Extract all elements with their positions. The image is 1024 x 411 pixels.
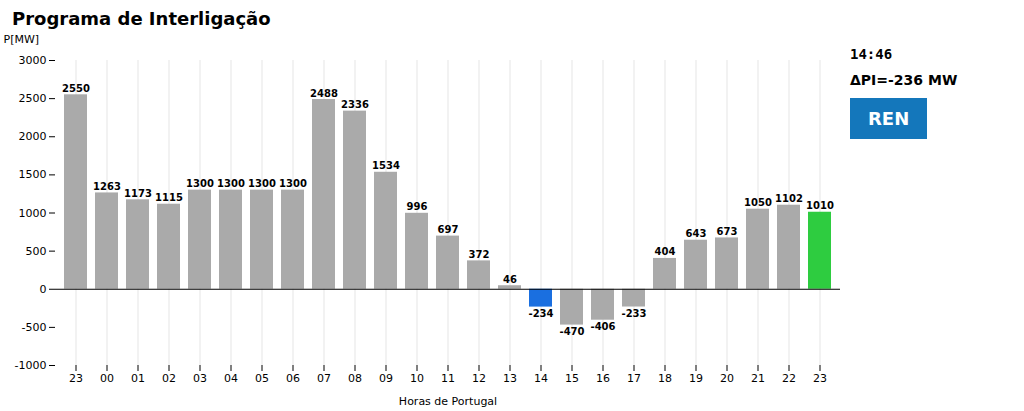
svg-text:2488: 2488	[310, 88, 338, 99]
svg-text:643: 643	[686, 228, 707, 239]
svg-text:1300: 1300	[248, 178, 276, 189]
svg-text:16: 16	[596, 372, 610, 385]
svg-text:00: 00	[100, 372, 114, 385]
html-text:ΔPI=-236 MW: ΔPI=-236 MW	[850, 72, 958, 88]
svg-text:1102: 1102	[775, 193, 803, 204]
svg-text:500: 500	[26, 245, 47, 258]
svg-text:1300: 1300	[279, 178, 307, 189]
svg-text:23: 23	[813, 372, 827, 385]
svg-text:07: 07	[317, 372, 331, 385]
svg-text:2500: 2500	[19, 92, 47, 105]
svg-text:14: 14	[534, 372, 548, 385]
svg-text:1173: 1173	[124, 188, 152, 199]
svg-text:372: 372	[469, 249, 490, 260]
svg-text:1534: 1534	[372, 160, 400, 171]
svg-text:10: 10	[410, 372, 424, 385]
svg-text:21: 21	[751, 372, 765, 385]
svg-text:09: 09	[379, 372, 393, 385]
svg-text:06: 06	[286, 372, 300, 385]
svg-text:1500: 1500	[19, 168, 47, 181]
svg-text:-234: -234	[528, 308, 553, 319]
svg-text:1263: 1263	[93, 181, 121, 192]
svg-text:-1000: -1000	[15, 359, 47, 372]
svg-text:1010: 1010	[806, 200, 834, 211]
svg-text:1115: 1115	[155, 192, 183, 203]
svg-text:03: 03	[193, 372, 207, 385]
svg-text:673: 673	[717, 226, 738, 237]
svg-text:18: 18	[658, 372, 672, 385]
svg-text:1000: 1000	[19, 207, 47, 220]
svg-text:1050: 1050	[744, 197, 772, 208]
svg-text:P[MW]: P[MW]	[4, 33, 40, 46]
svg-text:15: 15	[565, 372, 579, 385]
svg-text:Horas de Portugal: Horas de Portugal	[399, 395, 497, 408]
svg-text:-233: -233	[621, 308, 646, 319]
svg-text:-470: -470	[559, 326, 584, 337]
svg-text:996: 996	[407, 201, 428, 212]
svg-text:04: 04	[224, 372, 238, 385]
svg-text:-500: -500	[22, 321, 47, 334]
svg-text:17: 17	[627, 372, 641, 385]
svg-text:46: 46	[503, 274, 517, 285]
svg-text:404: 404	[655, 246, 676, 257]
svg-text:1300: 1300	[217, 178, 245, 189]
svg-text:01: 01	[131, 372, 145, 385]
svg-text:11: 11	[441, 372, 455, 385]
svg-text:-406: -406	[590, 321, 615, 332]
svg-text:23: 23	[69, 372, 83, 385]
svg-text:20: 20	[720, 372, 734, 385]
svg-text:1300: 1300	[186, 178, 214, 189]
svg-text:19: 19	[689, 372, 703, 385]
svg-text:13: 13	[503, 372, 517, 385]
svg-text:08: 08	[348, 372, 362, 385]
svg-text:05: 05	[255, 372, 269, 385]
html-text:14:46: 14:46	[850, 46, 893, 62]
svg-text:02: 02	[162, 372, 176, 385]
svg-text:12: 12	[472, 372, 486, 385]
svg-text:697: 697	[438, 224, 459, 235]
svg-text:2550: 2550	[62, 83, 90, 94]
svg-text:0: 0	[40, 283, 47, 296]
svg-text:3000: 3000	[19, 54, 47, 67]
svg-text:2336: 2336	[341, 99, 369, 110]
html-text:REN: REN	[868, 108, 910, 129]
svg-text:22: 22	[782, 372, 796, 385]
svg-text:2000: 2000	[19, 130, 47, 143]
html-text:Programa de Interligação: Programa de Interligação	[12, 8, 271, 29]
